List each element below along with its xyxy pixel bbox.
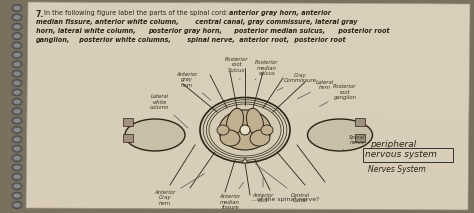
Text: Posterior
root
ganglion: Posterior root ganglion <box>319 84 357 107</box>
Ellipse shape <box>250 130 270 146</box>
Ellipse shape <box>13 6 20 10</box>
Ellipse shape <box>12 79 22 86</box>
Text: Posterior
median
sulcus: Posterior median sulcus <box>255 60 279 80</box>
Text: Spinal
nerve: Spinal nerve <box>342 135 365 150</box>
Ellipse shape <box>12 89 22 96</box>
Ellipse shape <box>220 130 240 146</box>
Text: anterior white column,: anterior white column, <box>95 19 179 25</box>
Ellipse shape <box>13 72 20 76</box>
Bar <box>355 134 365 142</box>
Ellipse shape <box>12 42 22 49</box>
Text: central canal, gray commissure, lateral gray: central canal, gray commissure, lateral … <box>193 19 357 25</box>
Text: Gray
Commissure: Gray Commissure <box>277 73 317 91</box>
Ellipse shape <box>12 155 22 162</box>
Polygon shape <box>200 2 470 120</box>
Ellipse shape <box>246 108 264 136</box>
Ellipse shape <box>219 110 271 150</box>
Ellipse shape <box>12 108 22 115</box>
Text: Nerves System: Nerves System <box>368 165 426 174</box>
Ellipse shape <box>13 25 20 29</box>
Ellipse shape <box>12 145 22 152</box>
Ellipse shape <box>12 201 22 209</box>
Ellipse shape <box>308 119 373 151</box>
Ellipse shape <box>125 119 185 151</box>
Ellipse shape <box>12 136 22 143</box>
Ellipse shape <box>12 4 22 12</box>
Ellipse shape <box>13 43 20 47</box>
Ellipse shape <box>12 14 22 21</box>
Ellipse shape <box>12 33 22 40</box>
Text: posterior root: posterior root <box>292 37 346 43</box>
Polygon shape <box>26 2 470 210</box>
Ellipse shape <box>13 91 20 94</box>
Text: anterior gray horn, anterior: anterior gray horn, anterior <box>229 10 331 16</box>
Ellipse shape <box>12 61 22 68</box>
Text: In the following figure label the parts of the spinal cord:: In the following figure label the parts … <box>44 10 230 16</box>
Text: peripheral: peripheral <box>370 140 416 149</box>
Ellipse shape <box>13 156 20 160</box>
Ellipse shape <box>261 125 273 135</box>
Ellipse shape <box>12 192 22 199</box>
Ellipse shape <box>12 173 22 180</box>
Ellipse shape <box>200 98 290 163</box>
Ellipse shape <box>13 147 20 151</box>
Text: Posterior
root
Sulcus: Posterior root Sulcus <box>225 57 249 80</box>
Text: Anterior
root: Anterior root <box>252 178 273 203</box>
Ellipse shape <box>217 125 229 135</box>
Ellipse shape <box>13 53 20 57</box>
Ellipse shape <box>13 119 20 122</box>
Ellipse shape <box>13 166 20 170</box>
Text: posterior median sulcus,: posterior median sulcus, <box>232 28 325 34</box>
Text: anterior root,: anterior root, <box>237 37 289 43</box>
Bar <box>363 148 453 162</box>
Ellipse shape <box>12 117 22 124</box>
Text: posterior white columns,: posterior white columns, <box>77 37 171 43</box>
Ellipse shape <box>13 128 20 132</box>
Ellipse shape <box>227 108 244 136</box>
Ellipse shape <box>12 164 22 171</box>
Text: posterior gray horn,: posterior gray horn, <box>148 28 222 34</box>
Text: ganglion,: ganglion, <box>36 37 70 43</box>
Text: Anterior
median
fissure: Anterior median fissure <box>219 182 244 210</box>
Bar <box>355 118 365 126</box>
Text: Lateral
white
column: Lateral white column <box>150 94 188 128</box>
Ellipse shape <box>12 23 22 30</box>
Bar <box>123 118 133 126</box>
Text: spinal nerve,: spinal nerve, <box>185 37 235 43</box>
Text: horn, lateral white column,: horn, lateral white column, <box>36 28 138 34</box>
Ellipse shape <box>13 137 20 141</box>
Ellipse shape <box>12 70 22 77</box>
Ellipse shape <box>12 127 22 134</box>
Ellipse shape <box>12 51 22 58</box>
Text: 7.: 7. <box>36 10 44 19</box>
Ellipse shape <box>12 98 22 105</box>
Bar <box>123 134 133 142</box>
Ellipse shape <box>13 175 20 179</box>
Ellipse shape <box>12 183 22 190</box>
Ellipse shape <box>13 184 20 188</box>
Circle shape <box>240 125 250 135</box>
Text: Anterior
gray
horn: Anterior gray horn <box>176 72 211 100</box>
Text: median fissure,: median fissure, <box>36 19 95 25</box>
Text: Central
Canal: Central Canal <box>255 164 310 203</box>
Text: Lateral
hern: Lateral hern <box>298 80 334 99</box>
Polygon shape <box>242 158 248 163</box>
Ellipse shape <box>13 203 20 207</box>
Ellipse shape <box>13 100 20 104</box>
Ellipse shape <box>13 34 20 38</box>
Ellipse shape <box>13 81 20 85</box>
Text: ...of the spinal nerve?: ...of the spinal nerve? <box>251 197 319 202</box>
Text: nervous system: nervous system <box>365 150 437 159</box>
Text: posterior root: posterior root <box>336 28 390 34</box>
Text: Anterior
Gray
hern: Anterior Gray hern <box>155 173 205 206</box>
Ellipse shape <box>13 62 20 66</box>
Ellipse shape <box>13 15 20 19</box>
Ellipse shape <box>13 194 20 198</box>
Ellipse shape <box>13 109 20 113</box>
